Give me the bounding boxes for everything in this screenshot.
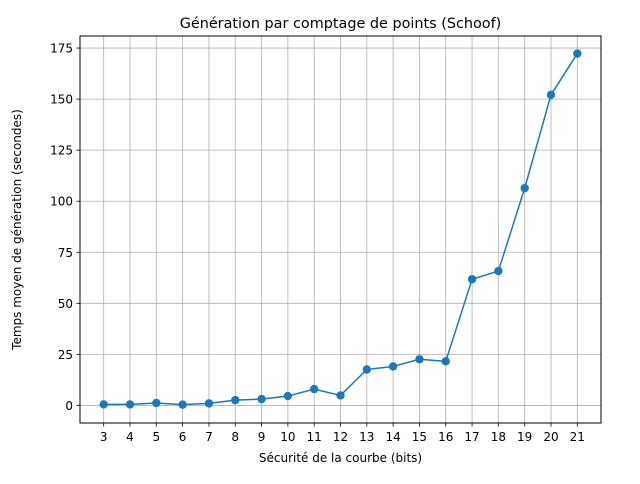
data-point [99,400,108,409]
y-axis-label: Temps moyen de génération (secondes) [10,109,24,351]
data-series [99,49,582,409]
x-tick-label: 5 [152,430,160,444]
x-tick-label: 13 [359,430,374,444]
data-point [283,391,293,401]
data-point [415,355,424,364]
data-point [467,275,477,284]
x-tick-label: 19 [517,430,532,444]
x-tick-label: 4 [126,430,134,444]
y-tick-label: 125 [50,144,73,158]
x-tick-label: 12 [333,430,348,444]
y-tick-label: 175 [50,42,73,56]
x-tick-label: 11 [307,430,322,444]
data-point [178,400,187,409]
x-tick-label: 14 [385,430,400,444]
x-tick-label: 20 [543,430,558,444]
x-tick-label: 3 [100,430,108,444]
x-tick-label: 17 [464,430,479,444]
data-point [257,394,266,404]
x-axis-label: Sécurité de la courbe (bits) [259,451,422,465]
data-point [204,399,214,408]
data-point [494,266,503,276]
data-point [309,384,319,394]
x-tick-label: 15 [412,430,427,444]
data-point [125,400,135,409]
x-tick-label: 21 [570,430,585,444]
x-tick-label: 7 [205,430,213,444]
chart-title: Génération par comptage de points (Schoo… [180,16,502,32]
axis-ticks: 3 4 5 6 7 8 9 10 11 12 13 14 15 16 17 18 19 20 21 0 25 50 75 10… [50,42,585,444]
x-tick-label: 16 [438,430,453,444]
data-point [362,365,372,374]
x-tick-label: 10 [280,430,295,444]
y-tick-label: 0 [65,399,73,413]
y-tick-label: 150 [50,93,73,107]
x-tick-label: 6 [179,430,187,444]
y-tick-label: 75 [58,246,73,260]
data-point [441,357,450,366]
data-point [520,183,529,193]
data-point [573,49,582,58]
x-tick-label: 9 [258,430,266,444]
data-point [152,398,161,408]
x-tick-label: 18 [491,430,506,444]
x-tick-label: 8 [231,430,239,444]
y-tick-label: 25 [58,348,73,362]
y-tick-label: 100 [50,195,73,209]
data-point [336,391,345,400]
data-point [231,395,240,405]
y-tick-label: 50 [58,297,73,311]
data-point [546,90,556,100]
data-point [388,362,398,371]
